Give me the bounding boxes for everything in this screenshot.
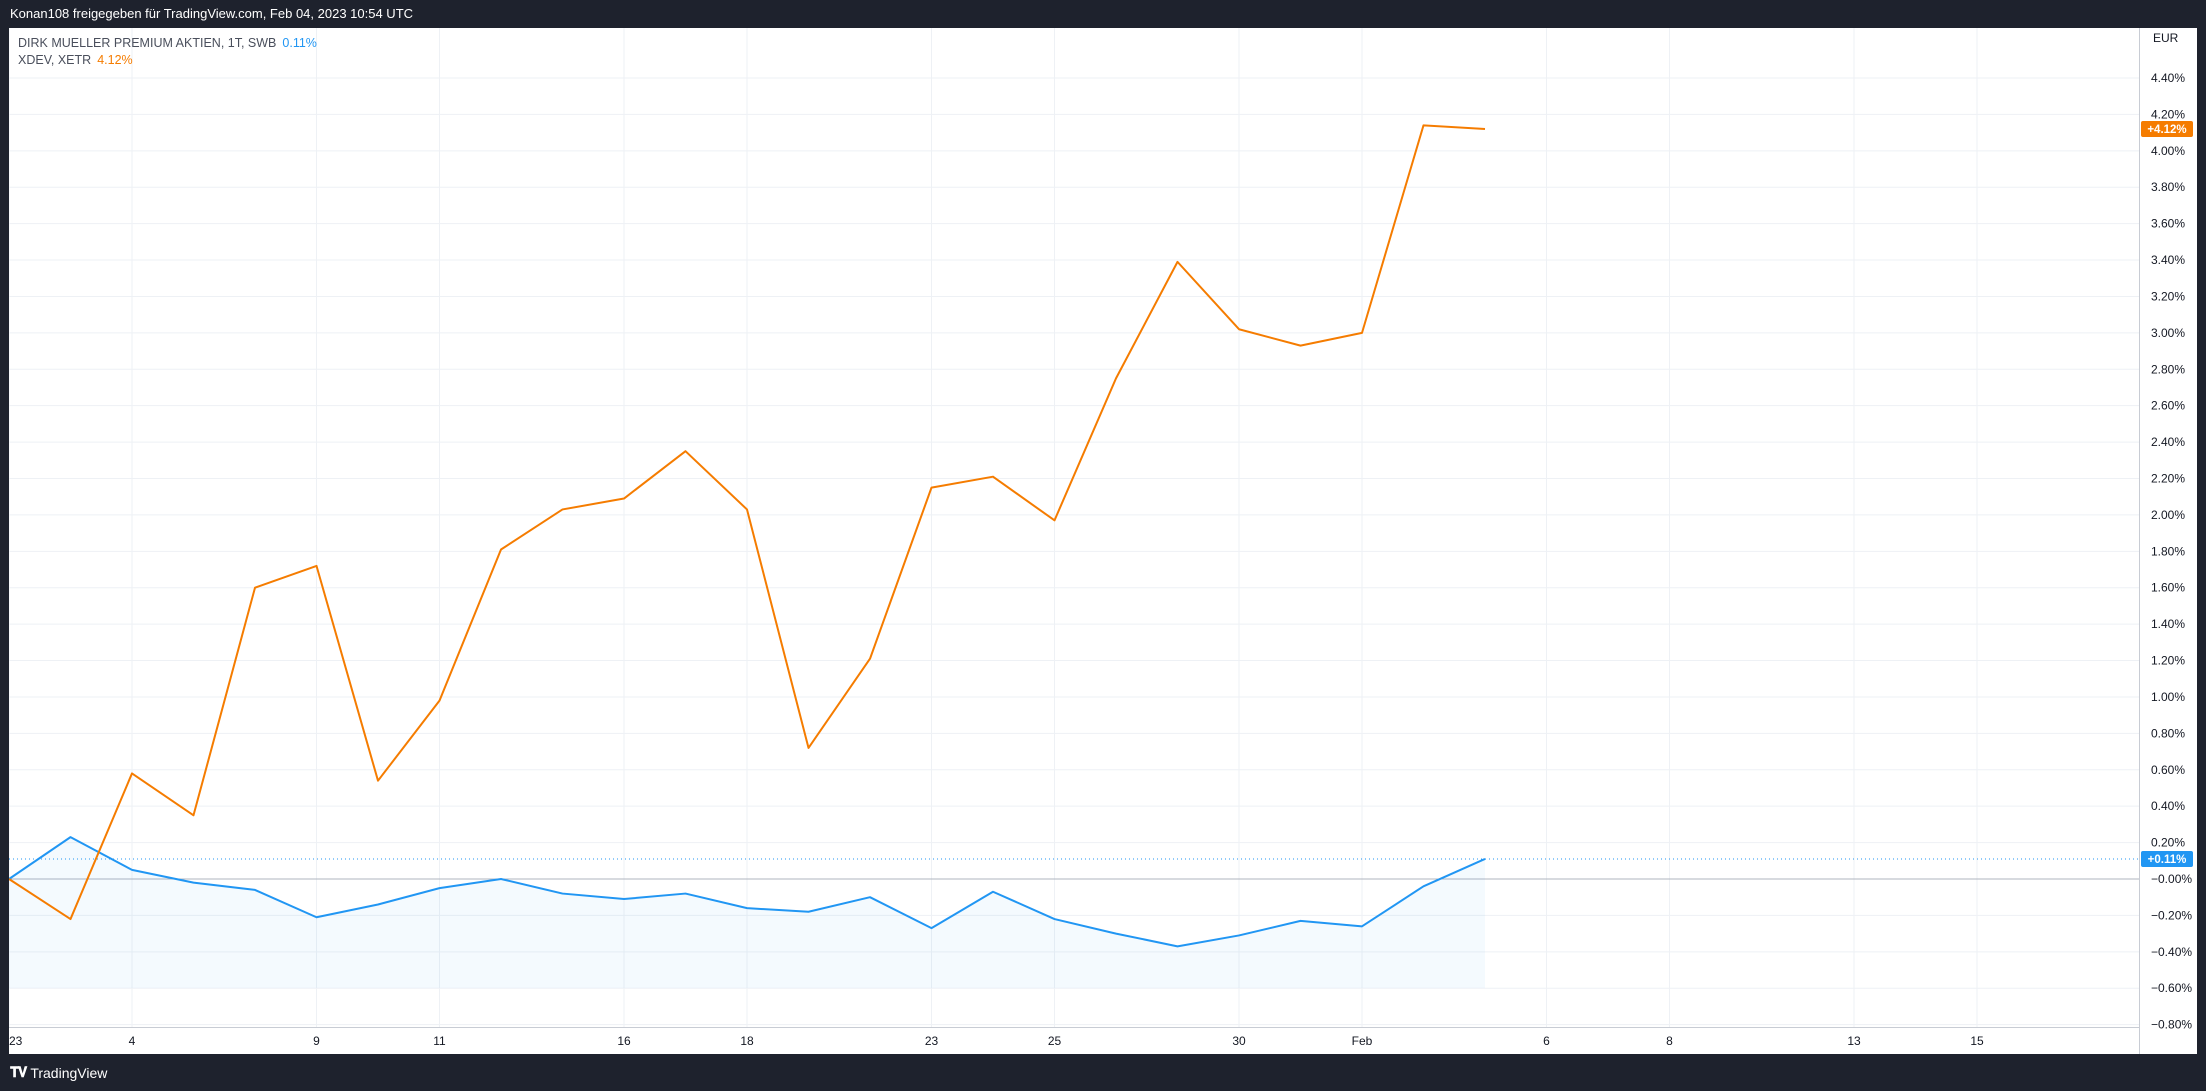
y-tick-label: 0.20% xyxy=(2151,836,2185,850)
currency-label: EUR xyxy=(2153,31,2179,45)
y-axis-labels: 4.40% 4.20% 4.00% 3.80% 3.60% 3.40% 3.20% 3.00%… xyxy=(2151,71,2192,1032)
legend-label: XDEV, XETR xyxy=(18,53,92,67)
y-tick-label: 2.40% xyxy=(2151,435,2185,449)
legend-item-dirk-mueller[interactable]: DIRK MUELLER PREMIUM AKTIEN, 1T, SWB 0.11… xyxy=(18,35,317,52)
x-tick-label: 8 xyxy=(1666,1034,1673,1048)
grid-lines xyxy=(9,28,2139,1027)
tradingview-logo[interactable]: 𝐓𝐕 TradingView xyxy=(10,1064,107,1081)
y-tick-label: 2.00% xyxy=(2151,508,2185,522)
y-tick-label: 1.80% xyxy=(2151,544,2185,558)
x-tick-label: 9 xyxy=(313,1034,320,1048)
footer: 𝐓𝐕 TradingView xyxy=(0,1054,2206,1091)
y-tick-label: 0.80% xyxy=(2151,726,2185,740)
legend-item-xdev[interactable]: XDEV, XETR 4.12% xyxy=(18,52,317,69)
y-tick-label: 2.80% xyxy=(2151,362,2185,376)
last-value-badge-xdev-bg xyxy=(2141,120,2193,137)
last-value-badge-xdev: +4.12% xyxy=(2141,120,2193,137)
y-tick-label: −0.00% xyxy=(2151,872,2192,886)
x-tick-label: 6 xyxy=(1543,1034,1550,1048)
x-tick-label: 11 xyxy=(433,1034,446,1048)
x-tick-label: 13 xyxy=(1847,1034,1861,1048)
x-tick-label: 4 xyxy=(129,1034,136,1048)
last-value-badge-dirk-mueller: +0.11% xyxy=(2141,850,2193,867)
series-line-xdev-points xyxy=(9,125,1486,920)
y-tick-label: 2.60% xyxy=(2151,399,2185,413)
x-tick-label: 23 xyxy=(9,1034,23,1048)
y-tick-label: 1.00% xyxy=(2151,690,2185,704)
y-tick-label: 1.20% xyxy=(2151,654,2185,668)
legend-value: 4.12% xyxy=(97,53,133,67)
x-tick-label: 30 xyxy=(1232,1034,1246,1048)
blue-series-area xyxy=(9,837,1485,988)
y-tick-label: 0.40% xyxy=(2151,799,2185,813)
share-header: Konan108 freigegeben für TradingView.com… xyxy=(0,0,2206,28)
y-tick-label: 0.60% xyxy=(2151,763,2185,777)
last-value-badge-dirk-mueller-text: +0.11% xyxy=(2148,854,2187,866)
x-tick-label: 23 xyxy=(925,1034,939,1048)
y-tick-label: 4.00% xyxy=(2151,144,2185,158)
chart-svg[interactable]: 4.40% 4.20% 4.00% 3.80% 3.60% 3.40% 3.20% 3.00%… xyxy=(9,28,2197,1054)
y-tick-label: 4.20% xyxy=(2151,107,2185,121)
y-tick-label: 2.20% xyxy=(2151,472,2185,486)
y-tick-label: 1.60% xyxy=(2151,581,2185,595)
last-value-badge-xdev-text: +4.12% xyxy=(2147,124,2186,136)
y-tick-label: 3.40% xyxy=(2151,253,2185,267)
y-tick-label: −0.20% xyxy=(2151,908,2192,922)
y-tick-label: 3.80% xyxy=(2151,180,2185,194)
y-tick-label: 3.20% xyxy=(2151,289,2185,303)
y-tick-label: 1.40% xyxy=(2151,617,2185,631)
y-tick-label: 4.40% xyxy=(2151,71,2185,85)
x-tick-label: 16 xyxy=(617,1034,631,1048)
tradingview-logo-icon: 𝐓𝐕 xyxy=(10,1064,27,1080)
y-tick-label: −0.80% xyxy=(2151,1018,2192,1032)
legend: DIRK MUELLER PREMIUM AKTIEN, 1T, SWB 0.11… xyxy=(18,35,317,69)
chart-area[interactable]: 4.40% 4.20% 4.00% 3.80% 3.60% 3.40% 3.20% 3.00%… xyxy=(9,28,2197,1054)
tradingview-logo-text: TradingView xyxy=(30,1064,108,1081)
share-header-text: Konan108 freigegeben für TradingView.com… xyxy=(10,6,414,21)
x-tick-label: 15 xyxy=(1970,1034,1984,1048)
y-tick-label: 3.00% xyxy=(2151,326,2185,340)
x-tick-label: 25 xyxy=(1048,1034,1062,1048)
y-tick-label: −0.40% xyxy=(2151,945,2192,959)
y-tick-label: −0.60% xyxy=(2151,981,2192,995)
legend-label: DIRK MUELLER PREMIUM AKTIEN, 1T, SWB xyxy=(18,36,277,50)
x-tick-label: Feb xyxy=(1352,1034,1373,1048)
last-value-badge-dirk-mueller-bg xyxy=(2141,850,2193,867)
y-tick-label: 3.60% xyxy=(2151,217,2185,231)
x-axis-labels: 23 4 9 11 16 18 23 25 30 Feb 6 8 13 15 xyxy=(9,1034,1984,1048)
x-tick-label: 18 xyxy=(740,1034,754,1048)
legend-value: 0.11% xyxy=(282,36,317,50)
